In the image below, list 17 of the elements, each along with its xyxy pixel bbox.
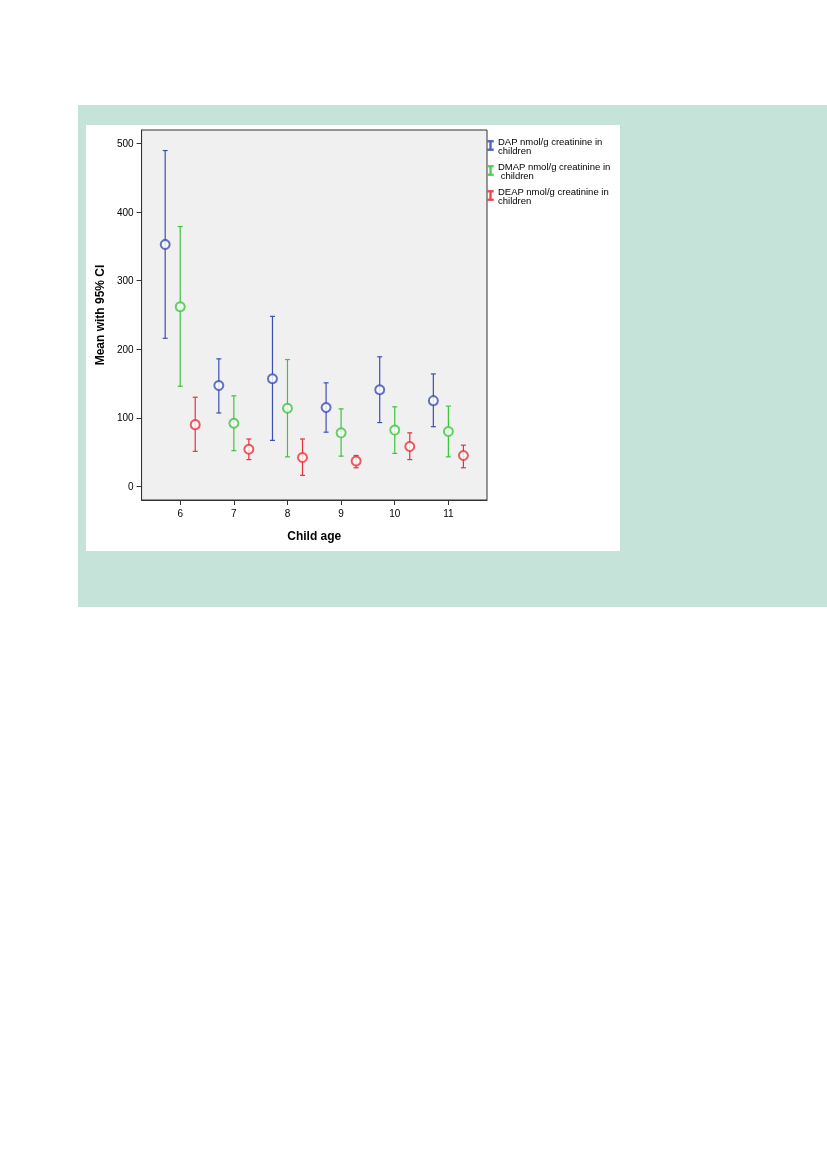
x-tick-label: 7	[231, 507, 238, 519]
x-tick-label: 6	[177, 507, 184, 519]
legend-label: DAP nmol/g creatinine in children	[498, 135, 606, 156]
x-axis-title: Child age	[287, 529, 342, 543]
x-tick-label: 8	[284, 507, 291, 519]
y-tick-label: 100	[116, 412, 135, 424]
y-axis-title: Mean with 95% CI	[93, 264, 107, 366]
x-tick-label: 9	[338, 507, 345, 519]
x-tick-label: 10	[389, 507, 401, 519]
legend-label: DMAP nmol/g creatinine in children	[498, 160, 611, 181]
y-tick-label: 0	[128, 480, 135, 492]
y-tick-label: 200	[116, 343, 135, 355]
y-tick-label: 300	[116, 275, 135, 287]
legend-label: DEAP nmol/g creatinine in children	[498, 185, 612, 206]
x-tick-label: 11	[443, 507, 455, 519]
y-tick-label: 500	[116, 138, 135, 150]
y-tick-label: 400	[116, 206, 135, 218]
